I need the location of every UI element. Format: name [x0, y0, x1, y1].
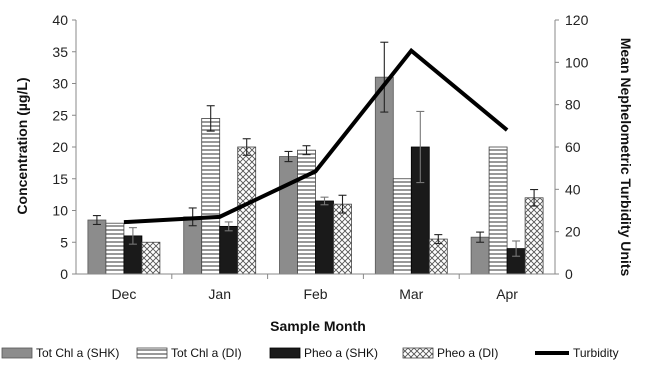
bar	[297, 149, 316, 275]
y-tick-label: 35	[52, 44, 68, 60]
bar	[524, 197, 544, 275]
bar	[428, 238, 448, 275]
legend-swatch	[136, 347, 168, 359]
y-tick-label: 10	[52, 203, 68, 219]
bar	[488, 146, 508, 275]
bar	[219, 225, 239, 275]
y2-tick-label: 80	[565, 97, 581, 113]
x-axis-title: Sample Month	[270, 318, 366, 334]
legend-swatch	[1, 347, 33, 359]
bar	[87, 219, 107, 275]
y2-tick-label: 20	[565, 224, 581, 240]
legend-swatch	[269, 347, 301, 359]
legend-label: Pheo a (DI)	[437, 346, 498, 360]
bars	[87, 41, 544, 275]
legend-label: Turbidity	[573, 346, 619, 360]
y-tick-label: 20	[52, 139, 68, 155]
y-tick-label: 25	[52, 107, 68, 123]
y2-tick-label: 0	[565, 266, 573, 282]
y2-tick-label: 120	[565, 12, 589, 28]
legend-item: Turbidity	[535, 346, 619, 360]
bar	[105, 222, 125, 275]
turbidity-line-layer	[123, 47, 509, 225]
bar	[333, 203, 352, 275]
turbidity-line	[123, 47, 509, 225]
legend-item: Tot Chl a (SHK)	[1, 346, 119, 360]
y2-tick-label: 40	[565, 181, 581, 197]
legend-label: Tot Chl a (SHK)	[36, 346, 119, 360]
y-tick-label: 40	[52, 12, 68, 28]
axes: 0 5 10 15 20 25 30 35 40 0 20 40 60 80 100 120 Dec Jan Feb…	[52, 12, 588, 302]
x-tick-label: Dec	[111, 286, 136, 302]
legend-item: Pheo a (DI)	[402, 346, 498, 360]
x-tick-label: Mar	[399, 286, 423, 302]
y-tick-label: 0	[60, 266, 68, 282]
bar	[392, 178, 412, 275]
legend: Tot Chl a (SHK) Tot Chl a (DI) Pheo a (SHK…	[1, 346, 619, 360]
legend-label: Pheo a (SHK)	[304, 346, 378, 360]
y-tick-label: 15	[52, 171, 68, 187]
legend-item: Tot Chl a (DI)	[136, 346, 242, 360]
bar	[237, 146, 257, 275]
x-tick-label: Apr	[496, 286, 518, 302]
bar	[315, 200, 334, 275]
x-tick-label: Feb	[303, 286, 327, 302]
bar	[279, 156, 298, 275]
y2-tick-label: 60	[565, 139, 581, 155]
legend-item: Pheo a (SHK)	[269, 346, 378, 360]
x-tick-label: Jan	[208, 286, 231, 302]
y-axis-title: Concentration (µg/L)	[14, 77, 30, 214]
bar	[201, 118, 221, 275]
bar	[141, 241, 161, 275]
y2-axis-title: Mean Nephelometric Turbidity Units	[618, 38, 634, 277]
y-tick-label: 30	[52, 76, 68, 92]
legend-label: Tot Chl a (DI)	[171, 346, 242, 360]
y2-tick-label: 100	[565, 54, 589, 70]
y-tick-label: 5	[60, 234, 68, 250]
legend-swatch	[402, 347, 434, 359]
